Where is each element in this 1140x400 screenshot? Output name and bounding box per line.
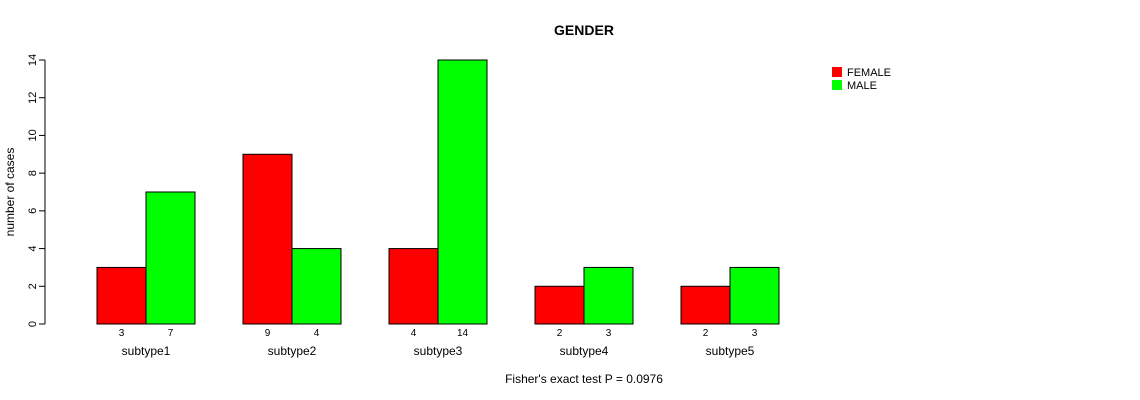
bar-value-label: 3 <box>606 328 612 339</box>
y-tick-label: 10 <box>27 129 39 141</box>
category-label: subtype3 <box>414 344 463 358</box>
bar <box>242 153 293 325</box>
bar-value-label: 2 <box>557 328 563 339</box>
bar-value-label: 7 <box>168 328 174 339</box>
bar-value-label: 3 <box>752 328 758 339</box>
y-tick-label: 2 <box>27 283 39 289</box>
y-tick-label: 6 <box>27 208 39 214</box>
legend-swatch <box>832 67 842 77</box>
category-label: subtype1 <box>122 344 171 358</box>
category-label: subtype4 <box>560 344 609 358</box>
bar <box>388 248 439 325</box>
bar <box>680 285 731 325</box>
bar <box>583 266 634 325</box>
bar <box>534 285 585 325</box>
y-axis-label: number of cases <box>3 148 17 237</box>
legend-label: MALE <box>847 80 877 92</box>
y-tick-label: 4 <box>27 246 39 252</box>
bars-group: 3 7 subtype1 9 4 subtype2 4 14 subtype3 2 3 subtype… <box>96 59 780 358</box>
y-axis: 0 2 4 6 8 10 12 14 <box>27 54 46 327</box>
bar-value-label: 4 <box>411 328 417 339</box>
legend-label: FEMALE <box>847 67 891 79</box>
bar <box>437 59 488 325</box>
bar-value-label: 9 <box>265 328 271 339</box>
bar <box>729 266 780 325</box>
category-label: subtype5 <box>706 344 755 358</box>
y-tick-label: 14 <box>27 54 39 66</box>
y-tick-label: 8 <box>27 170 39 176</box>
y-tick-label: 12 <box>27 92 39 104</box>
category-label: subtype2 <box>268 344 317 358</box>
chart-title: GENDER <box>554 22 614 38</box>
y-tick-label: 0 <box>27 321 39 327</box>
legend-swatch <box>832 80 842 90</box>
x-axis-label: Fisher's exact test P = 0.0976 <box>505 372 663 386</box>
bar-value-label: 14 <box>457 328 469 339</box>
bar <box>291 248 342 325</box>
bar <box>145 191 196 325</box>
bar <box>96 266 147 325</box>
bar-value-label: 4 <box>314 328 320 339</box>
bar-value-label: 3 <box>119 328 125 339</box>
bar-value-label: 2 <box>703 328 709 339</box>
